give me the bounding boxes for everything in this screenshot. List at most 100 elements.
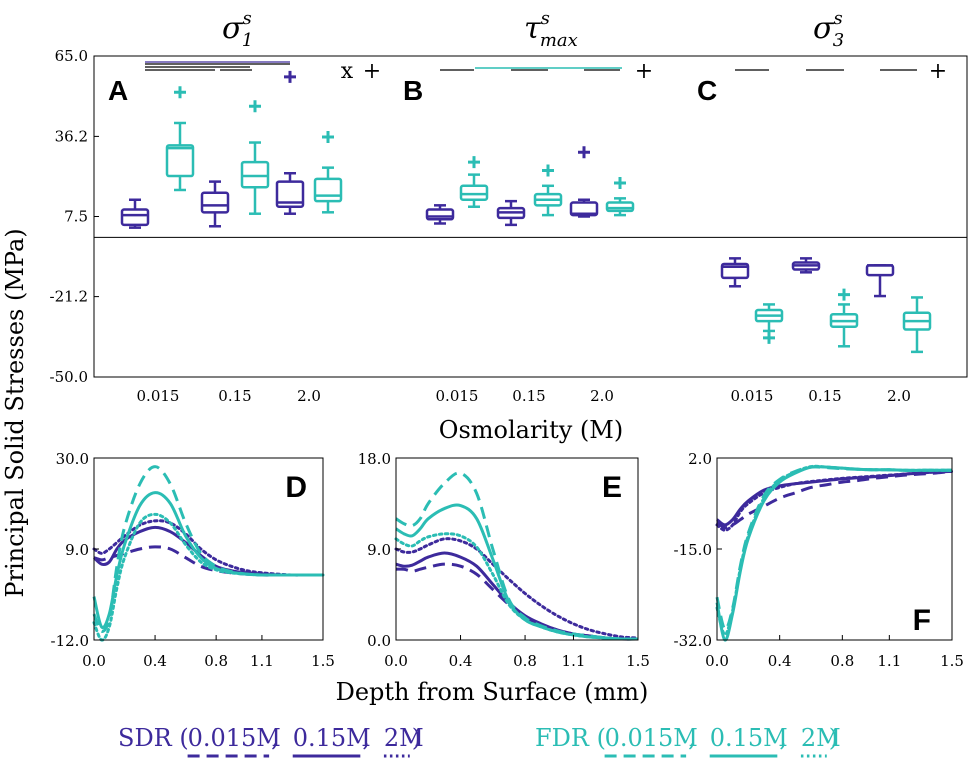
xtick-label: 1.5 (940, 652, 964, 670)
sig-mark: + (363, 59, 381, 84)
box-iqr (275, 180, 305, 208)
box-iqr (120, 208, 150, 227)
ytick-label: -32.0 (674, 632, 712, 650)
box-fdr (533, 164, 563, 217)
legend-sep: , (688, 724, 696, 752)
legend: SDR (0.015M, 0.15M, 2M) FDR (0.015M, 0.15M, 2… (118, 724, 841, 758)
legend-close: ) (829, 724, 838, 752)
xtick-label: 0.0 (705, 652, 729, 670)
box-sdr (200, 180, 230, 228)
ytick-label: 9.0 (367, 541, 391, 559)
series-line (394, 537, 640, 640)
line-panel-F: 2.0 -15.0 -32.0 0.0 0.4 0.8 1.1 1.5 F (674, 450, 964, 670)
outlier-marker (838, 288, 850, 301)
ytick-label: -12.0 (51, 632, 89, 650)
panel-letter: A (108, 75, 128, 106)
sig-mark: x (341, 59, 354, 84)
legend-fdr: FDR (0.015M, 0.15M, 2M) (535, 724, 841, 758)
legend-item: 2M (384, 724, 424, 752)
box-iqr (240, 160, 270, 189)
legend-sep: , (271, 724, 279, 752)
category-label: 2.0 (297, 387, 321, 405)
legend-close: ) (412, 724, 421, 752)
ytick-label: 30.0 (56, 450, 89, 468)
line-panel-E: 18.0 9.0 0.0 0.0 0.4 0.8 1.1 1.5 E (358, 450, 650, 670)
ytick-label: 9.0 (65, 541, 89, 559)
ytick-label: 0.0 (367, 632, 391, 650)
box-iqr (425, 208, 455, 221)
box-fdr (754, 303, 784, 344)
box-sdr (120, 198, 150, 229)
box-fdr (902, 296, 932, 354)
xtick-label: 1.1 (562, 652, 586, 670)
xtick-label: 0.8 (830, 652, 854, 670)
outlier-marker (578, 146, 590, 159)
box-sdr (569, 146, 599, 218)
legend-item: 0.015M (188, 724, 281, 752)
box-fdr (459, 156, 489, 208)
panel-title: τs max (524, 8, 578, 51)
box-iqr (313, 177, 343, 203)
group-A: Aσs 1 0.015 0.15 2.0 (108, 8, 343, 405)
xtick-label: 0.4 (449, 652, 473, 670)
box-fdr (829, 288, 859, 348)
xtick-label: 0.8 (204, 652, 228, 670)
line-panel-D: 30.0 9.0 -12.0 0.0 0.4 0.8 1.1 1.5 D (51, 450, 335, 670)
box-iqr (605, 201, 635, 213)
sig-mark: + (635, 59, 653, 84)
series-line (715, 469, 954, 532)
legend-sdr: SDR (0.015M, 0.15M, 2M) (118, 724, 424, 758)
top-ytick-label: -50.0 (50, 368, 88, 386)
xtick-label: 0.4 (143, 652, 167, 670)
series-line (715, 464, 954, 637)
xtick-label: 1.1 (250, 652, 274, 670)
series-line (395, 551, 639, 641)
series-line (394, 532, 640, 641)
legend-prefix: SDR ( (118, 724, 189, 752)
category-label: 0.015 (137, 387, 180, 405)
box-sdr (865, 264, 895, 298)
box-iqr (569, 201, 599, 217)
ytick-label: 2.0 (688, 450, 712, 468)
panel-title: σs 1 (222, 8, 253, 51)
top-ytick-label: -21.2 (50, 288, 88, 306)
box-fdr (605, 177, 635, 217)
category-label: 0.15 (808, 387, 841, 405)
box-iqr (459, 184, 489, 202)
legend-item: 2M (801, 724, 841, 752)
xtick-label: 0.8 (513, 652, 537, 670)
legend-item: 0.15M (293, 724, 371, 752)
panel-letter: B (403, 75, 423, 106)
panel-letter: C (697, 75, 717, 106)
xtick-label: 1.5 (626, 652, 650, 670)
box-sdr (496, 199, 526, 227)
series-line (395, 562, 639, 641)
box-sdr (720, 257, 750, 288)
box-sdr (275, 70, 305, 215)
category-label: 2.0 (590, 387, 614, 405)
outlier-marker (614, 177, 626, 190)
outlier-marker (763, 331, 775, 344)
category-label: 2.0 (887, 387, 911, 405)
box-iqr (165, 144, 195, 178)
group-C: Cσs 3 0.015 0.15 2.0 (697, 8, 932, 405)
panel-letter: F (913, 604, 931, 637)
outlier-marker (249, 100, 261, 113)
legend-item: 0.15M (710, 724, 788, 752)
outlier-marker (174, 86, 186, 99)
box-fdr (240, 100, 270, 215)
outlier-marker (542, 164, 554, 177)
group-B: Bτs max 0.015 0.15 2.0 (403, 8, 635, 405)
shared-ylabel: Principal Solid Stresses (MPa) (1, 228, 29, 597)
legend-item: 0.015M (605, 724, 698, 752)
box-fdr (313, 130, 343, 214)
box-fdr (165, 86, 195, 192)
box-sdr (425, 204, 455, 225)
category-label: 0.015 (731, 387, 774, 405)
legend-sep: , (779, 724, 787, 752)
top-xlabel: Osmolarity (M) (439, 416, 623, 444)
bottom-xlabel: Depth from Surface (mm) (336, 678, 649, 706)
outlier-marker (468, 156, 480, 169)
